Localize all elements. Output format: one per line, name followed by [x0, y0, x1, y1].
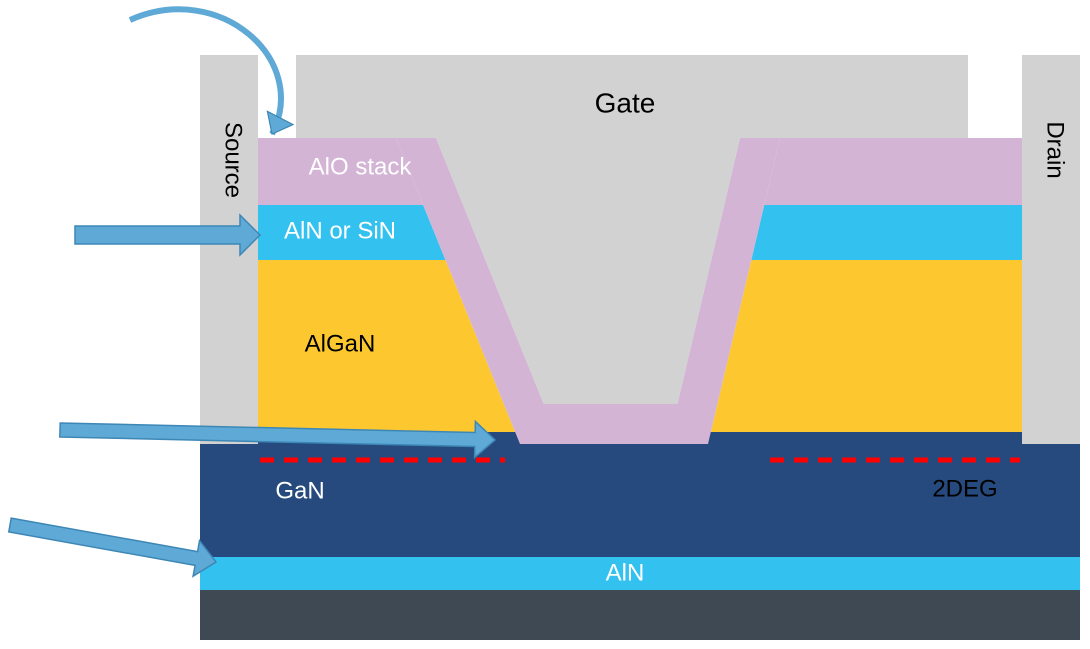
source-label: Source [220, 122, 247, 198]
drain-label: Drain [1042, 121, 1069, 178]
arrow-to-aln-bottom [9, 518, 216, 576]
algan-label: AlGaN [305, 330, 376, 357]
aln-bottom-label: AlN [606, 559, 645, 586]
source-electrode [200, 55, 258, 444]
substrate-layer [200, 590, 1080, 640]
alo-label: AlO stack [309, 153, 413, 180]
cap-label: AlN or SiN [284, 217, 396, 244]
gan-label: GaN [275, 477, 324, 504]
twodeg-label: 2DEG [932, 475, 997, 502]
drain-electrode [1022, 55, 1080, 444]
gate-label: Gate [595, 87, 656, 118]
